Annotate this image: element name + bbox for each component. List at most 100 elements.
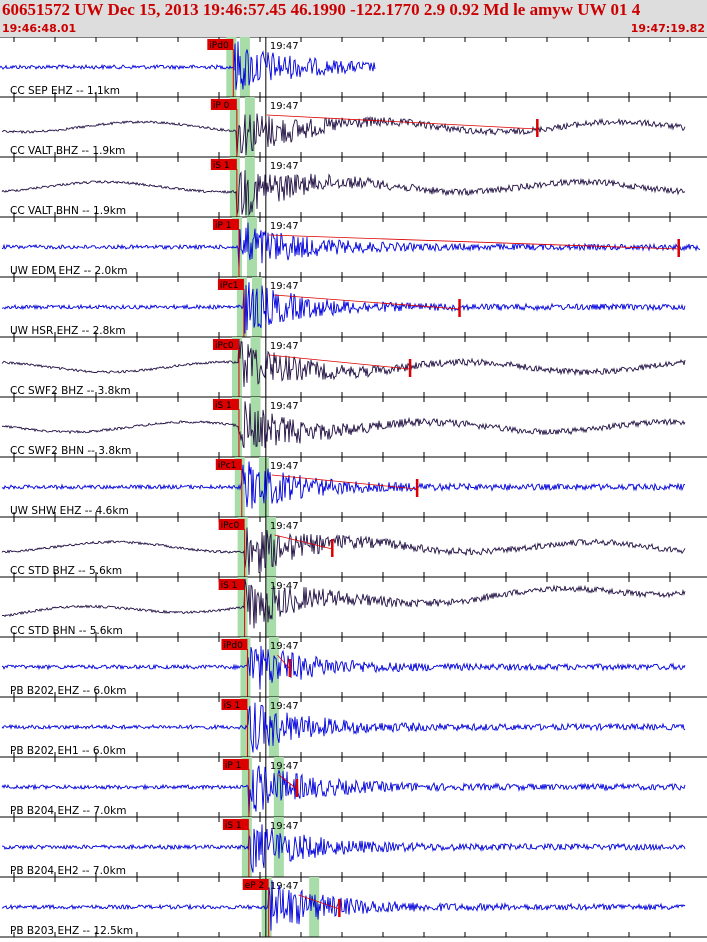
- station-label: PB B202 EH1 -- 6.0km: [10, 745, 126, 757]
- coda-line: [271, 474, 418, 490]
- pick-label: iS 1: [223, 701, 240, 711]
- coda-line: [274, 534, 333, 550]
- end-time: 19:47:19.82: [630, 22, 705, 35]
- p-window: [240, 637, 251, 697]
- pick-label: iS 1: [225, 821, 242, 831]
- pick-flag: [222, 759, 249, 770]
- trace-panel: 19:47 iPc0 CC STD BHZ -- 5.6km: [0, 516, 707, 577]
- pick-flag: [215, 459, 242, 470]
- s-window: [246, 217, 257, 277]
- p-window: [231, 217, 242, 277]
- minute-label: 19:47: [270, 881, 299, 892]
- pick-label: eP 2: [245, 881, 265, 891]
- seismogram-panels: 19:47 iPd0 CC SEP EHZ -- 1.1km 19:47 iP 0 CC …: [0, 36, 707, 938]
- minute-label: 19:47: [270, 701, 299, 712]
- station-label: PB B204 EH2 -- 7.0km: [10, 865, 126, 877]
- s-window: [239, 37, 250, 97]
- station-label: PB B202 EHZ -- 6.0km: [10, 685, 126, 697]
- trace-panel: 19:47 iS 1 CC SWF2 BHN -- 3.8km: [0, 396, 707, 457]
- station-label: PB B203 EHZ -- 12.5km: [10, 925, 133, 937]
- pick-flag: [222, 819, 249, 830]
- minute-label: 19:47: [270, 461, 299, 472]
- coda-line: [298, 894, 340, 910]
- p-window: [261, 877, 272, 937]
- minute-label: 19:47: [270, 161, 299, 172]
- station-label: CC VALT BHZ -- 1.9km: [10, 145, 125, 157]
- pick-flag: [218, 579, 245, 590]
- pick-label: iP 0: [213, 101, 230, 111]
- station-label: CC STD BHZ -- 5.6km: [10, 565, 122, 577]
- coda-line: [278, 774, 298, 790]
- trace-panel: 19:47 iPc0 CC SWF2 BHZ -- 3.8km: [0, 336, 707, 397]
- s-window: [244, 157, 255, 217]
- station-label: CC STD BHN -- 5.6km: [10, 625, 123, 637]
- pick-label: iPc1: [218, 461, 237, 471]
- waveform: [1, 702, 686, 753]
- p-window: [229, 97, 240, 157]
- pick-flag: [221, 699, 248, 710]
- waveform: [1, 338, 686, 387]
- p-window: [236, 277, 247, 337]
- pick-flag: [212, 399, 239, 410]
- waveform: [0, 41, 376, 90]
- pick-label: iS 1: [215, 401, 232, 411]
- station-label: PB B204 EHZ -- 7.0km: [10, 805, 126, 817]
- station-label: UW HSR EHZ -- 2.8km: [10, 325, 126, 337]
- pick-flag: [212, 219, 239, 230]
- s-window: [268, 637, 279, 697]
- coda-line: [273, 294, 460, 310]
- pick-label: iPc1: [220, 281, 239, 291]
- minute-label: 19:47: [270, 581, 299, 592]
- station-label: CC SWF2 BHZ -- 3.8km: [10, 385, 131, 397]
- minute-label: 19:47: [270, 101, 299, 112]
- minute-label: 19:47: [270, 41, 299, 52]
- coda-line: [266, 114, 538, 130]
- pick-flag: [217, 279, 244, 290]
- waveform: [1, 282, 686, 334]
- pick-flag: [210, 99, 237, 110]
- p-window: [231, 337, 242, 397]
- coda-line: [268, 234, 679, 250]
- event-title: 60651572 UW Dec 15, 2013 19:46:57.45 46.…: [2, 0, 641, 19]
- waveform: [1, 645, 686, 690]
- station-label: CC SEP EHZ -- 1.1km: [10, 85, 120, 97]
- pick-flag: [218, 519, 245, 530]
- trace-panel: 19:47 iS 1 PB B204 EH2 -- 7.0km: [0, 816, 707, 877]
- pick-flag: [207, 39, 234, 50]
- s-window: [251, 277, 262, 337]
- pick-label: iPd0: [209, 41, 229, 51]
- pick-label: iP 1: [215, 221, 232, 231]
- s-window: [266, 577, 277, 637]
- seismogram-canvas[interactable]: 19:47 iPd0 CC SEP EHZ -- 1.1km 19:47 iP 0 CC …: [0, 36, 707, 938]
- pick-flag: [221, 639, 248, 650]
- start-time: 19:46:48.01: [2, 22, 77, 35]
- pick-label: iS 1: [213, 161, 230, 171]
- trace-panel: 19:47 iPc1 UW SHW EHZ -- 4.6km: [0, 456, 707, 517]
- trace-panel: 19:47 iPd0 PB B202 EHZ -- 6.0km: [0, 636, 707, 697]
- pick-flag: [210, 159, 237, 170]
- trace-panel: 19:47 iS 1 CC STD BHN -- 5.6km: [0, 576, 707, 637]
- p-window: [231, 397, 242, 457]
- waveform: [1, 824, 686, 873]
- trace-panel: 19:47 iP 1 UW EDM EHZ -- 2.0km: [0, 216, 707, 277]
- minute-label: 19:47: [270, 401, 299, 412]
- coda-line: [277, 654, 291, 670]
- trace-panel: 19:47 iS 1 CC VALT BHN -- 1.9km: [0, 156, 707, 217]
- pick-label: iPd0: [223, 641, 243, 651]
- trace-panel: 19:47 eP 2 PB B203 EHZ -- 12.5km: [0, 876, 707, 937]
- minute-label: 19:47: [270, 221, 299, 232]
- s-window: [244, 97, 255, 157]
- header-bar: 60651572 UW Dec 15, 2013 19:46:57.45 46.…: [0, 0, 707, 37]
- waveform: [1, 880, 686, 931]
- waveform: [1, 170, 686, 217]
- s-window: [259, 457, 270, 517]
- waveform: [1, 578, 686, 629]
- minute-label: 19:47: [270, 521, 299, 532]
- station-label: CC SWF2 BHN -- 3.8km: [10, 445, 131, 457]
- minute-label: 19:47: [270, 281, 299, 292]
- pick-flag: [242, 879, 269, 890]
- waveform: [1, 401, 686, 449]
- trace-panel: 19:47 iS 1 PB B202 EH1 -- 6.0km: [0, 696, 707, 757]
- trace-panel: 19:47 iP 1 PB B204 EHZ -- 7.0km: [0, 756, 707, 817]
- pick-label: iPc0: [215, 341, 234, 351]
